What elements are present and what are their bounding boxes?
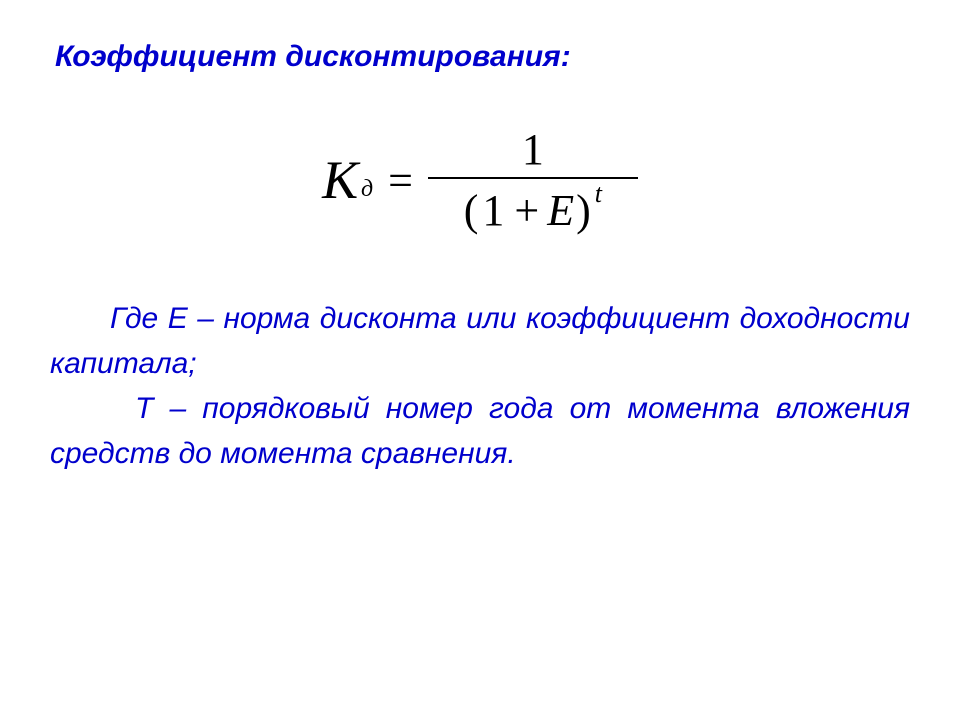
denom-plus: + (514, 185, 539, 236)
fraction: 1 ( 1 + E ) t (428, 124, 638, 236)
subscript-d: д (361, 176, 373, 203)
discount-formula: К д = 1 ( 1 + E ) t (322, 124, 638, 236)
slide-title: Коэффициент дисконтирования: (55, 40, 910, 74)
paren-open: ( (464, 185, 479, 236)
variable-K: К (322, 149, 358, 211)
explanation-text: Где Е – норма дисконта или коэффициент д… (50, 296, 910, 476)
superscript-t: t (595, 179, 602, 209)
equals-sign: = (388, 155, 413, 206)
explanation-line1: Где Е – норма дисконта или коэффициент д… (50, 302, 910, 380)
formula-lhs: К д (322, 149, 373, 211)
numerator: 1 (522, 124, 544, 177)
formula-container: К д = 1 ( 1 + E ) t (50, 124, 910, 236)
explanation-line2: Т – порядковый номер года от момента вло… (50, 392, 910, 470)
variable-E: E (547, 185, 574, 236)
denom-one: 1 (482, 185, 504, 236)
denominator: ( 1 + E ) t (464, 179, 602, 236)
paren-close: ) (576, 185, 591, 236)
